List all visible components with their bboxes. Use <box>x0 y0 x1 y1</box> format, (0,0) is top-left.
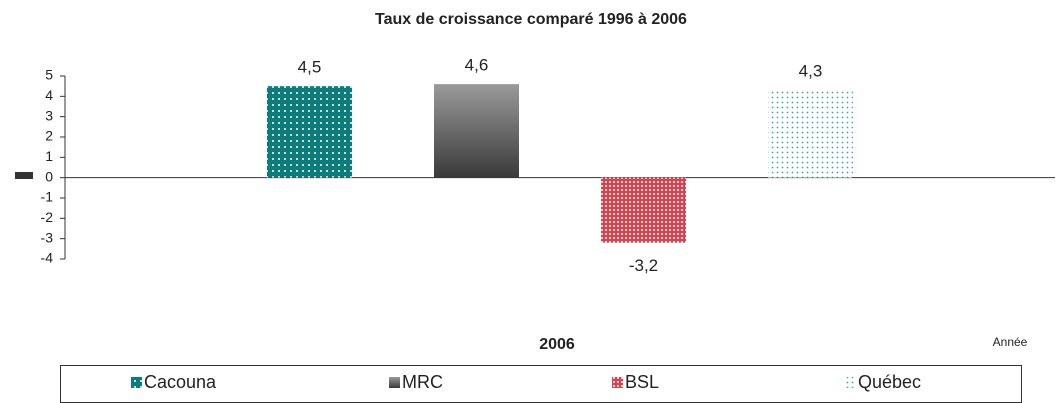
bar <box>267 86 352 178</box>
legend-swatch <box>131 377 142 388</box>
value-label: 4,6 <box>465 56 489 75</box>
x-tick-label: 2006 <box>539 336 575 353</box>
y-tick-label: -2 <box>41 209 54 225</box>
value-label: 4,3 <box>799 62 823 81</box>
bar <box>601 177 686 243</box>
legend-label: MRC <box>402 372 443 392</box>
legend-swatch <box>845 377 856 388</box>
y-tick-label: 1 <box>45 148 53 164</box>
y-tick-label: 3 <box>45 107 53 123</box>
y-tick-label: -1 <box>41 189 54 205</box>
bar <box>434 84 519 178</box>
legend-label: Cacouna <box>144 372 217 392</box>
y-tick-label: 5 <box>45 67 53 83</box>
y-tick-label: -3 <box>41 229 54 245</box>
chart-title: Taux de croissance comparé 1996 à 2006 <box>375 11 687 28</box>
value-label: -3,2 <box>629 256 658 275</box>
y-tick-label: -4 <box>41 250 54 266</box>
bar <box>768 90 853 178</box>
axis-marker <box>15 172 33 179</box>
value-label: 4,5 <box>298 58 322 77</box>
y-tick-label: 0 <box>45 168 53 184</box>
legend-label: Québec <box>858 372 921 392</box>
y-tick-label: 4 <box>45 87 53 103</box>
legend-swatch <box>389 377 400 388</box>
x-axis-label: Année <box>993 335 1028 349</box>
legend-label: BSL <box>625 372 659 392</box>
y-tick-label: 2 <box>45 128 53 144</box>
legend-swatch <box>612 377 623 388</box>
